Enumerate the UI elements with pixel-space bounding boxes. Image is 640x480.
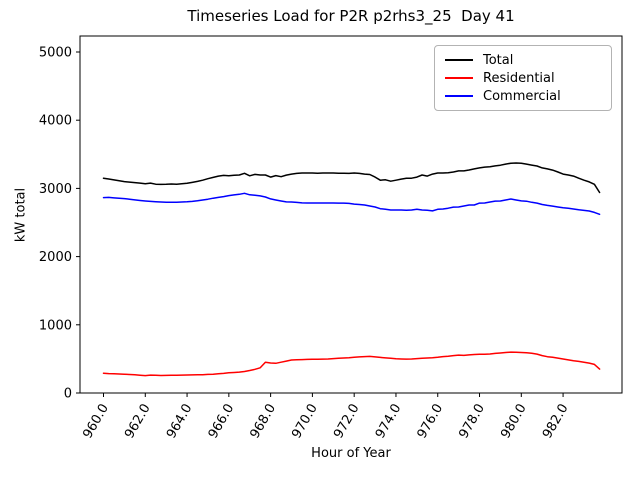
x-tick-label: 968.0 <box>247 402 279 442</box>
chart-title: Timeseries Load for P2R p2rhs3_25 Day 41 <box>187 7 515 25</box>
legend-item: Commercial <box>445 90 601 103</box>
legend-line-swatch <box>445 95 473 97</box>
y-tick-label: 5000 <box>39 46 72 61</box>
legend-line-swatch <box>445 77 473 79</box>
x-tick-label: 962.0 <box>122 402 154 442</box>
y-tick-label: 1000 <box>39 318 72 333</box>
legend-line-swatch <box>445 59 473 61</box>
residential-line <box>102 351 601 377</box>
y-tick-label: 4000 <box>39 114 72 129</box>
legend-label: Residential <box>483 70 555 86</box>
x-tick-label: 960.0 <box>80 402 112 442</box>
y-axis-label: kW total <box>13 187 29 243</box>
y-tick-label: 0 <box>64 387 72 402</box>
x-tick-label: 970.0 <box>289 402 321 442</box>
x-tick-label: 978.0 <box>456 402 488 442</box>
x-axis-label: Hour of Year <box>311 446 391 461</box>
axes-spines <box>79 35 623 394</box>
x-tick-label: 966.0 <box>206 402 238 442</box>
x-tick-label: 982.0 <box>540 402 572 442</box>
y-tick-label: 3000 <box>39 182 72 197</box>
x-tick-label: 976.0 <box>415 402 447 442</box>
legend-item: Total <box>445 54 601 67</box>
x-tick-label: 974.0 <box>373 402 405 442</box>
y-tick-label: 2000 <box>39 250 72 265</box>
legend: Total Residential Commercial <box>434 45 612 111</box>
commercial-line <box>102 192 601 216</box>
legend-label: Commercial <box>483 88 561 104</box>
x-tick-label: 964.0 <box>164 402 196 442</box>
total-line <box>102 162 601 194</box>
legend-item: Residential <box>445 72 601 85</box>
x-tick-label: 980.0 <box>498 402 530 442</box>
x-tick-label: 972.0 <box>331 402 363 442</box>
legend-label: Total <box>483 52 514 68</box>
